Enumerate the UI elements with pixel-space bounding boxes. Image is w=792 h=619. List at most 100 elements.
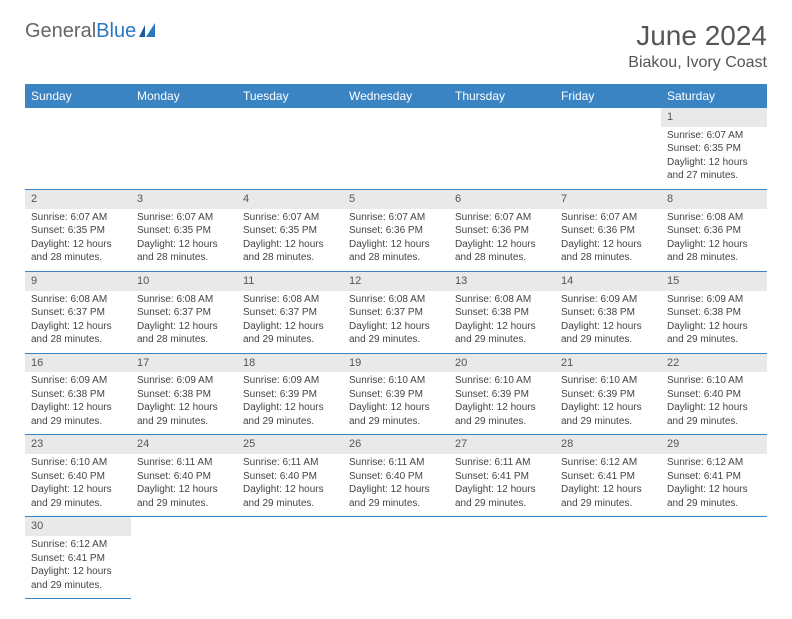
sunset-text: Sunset: 6:35 PM <box>31 224 125 238</box>
sunrise-text: Sunrise: 6:12 AM <box>667 456 761 470</box>
sunset-text: Sunset: 6:37 PM <box>137 306 231 320</box>
day-number <box>237 517 343 536</box>
day-cell: Sunrise: 6:10 AMSunset: 6:39 PMDaylight:… <box>449 372 555 435</box>
day-number: 4 <box>237 189 343 208</box>
sunrise-text: Sunrise: 6:08 AM <box>31 293 125 307</box>
day-cell <box>555 127 661 190</box>
day-number: 7 <box>555 189 661 208</box>
day-cell: Sunrise: 6:07 AMSunset: 6:35 PMDaylight:… <box>661 127 767 190</box>
day-cell: Sunrise: 6:07 AMSunset: 6:36 PMDaylight:… <box>449 209 555 272</box>
day-number <box>449 517 555 536</box>
sunset-text: Sunset: 6:38 PM <box>31 388 125 402</box>
sunset-text: Sunset: 6:39 PM <box>561 388 655 402</box>
day-cell: Sunrise: 6:08 AMSunset: 6:36 PMDaylight:… <box>661 209 767 272</box>
daylight-text: Daylight: 12 hours and 29 minutes. <box>561 320 655 347</box>
sunset-text: Sunset: 6:41 PM <box>31 552 125 566</box>
sunset-text: Sunset: 6:40 PM <box>243 470 337 484</box>
sunset-text: Sunset: 6:41 PM <box>561 470 655 484</box>
day-cell: Sunrise: 6:12 AMSunset: 6:41 PMDaylight:… <box>25 536 131 599</box>
daylight-text: Daylight: 12 hours and 29 minutes. <box>349 483 443 510</box>
day-number: 19 <box>343 353 449 372</box>
day-number <box>25 108 131 127</box>
sunset-text: Sunset: 6:37 PM <box>31 306 125 320</box>
sunset-text: Sunset: 6:38 PM <box>137 388 231 402</box>
daylight-text: Daylight: 12 hours and 28 minutes. <box>137 320 231 347</box>
sunrise-text: Sunrise: 6:11 AM <box>243 456 337 470</box>
day-cell: Sunrise: 6:08 AMSunset: 6:37 PMDaylight:… <box>343 291 449 354</box>
day-number: 20 <box>449 353 555 372</box>
content-row: Sunrise: 6:10 AMSunset: 6:40 PMDaylight:… <box>25 454 767 517</box>
day-cell: Sunrise: 6:10 AMSunset: 6:39 PMDaylight:… <box>555 372 661 435</box>
day-number <box>343 108 449 127</box>
content-row: Sunrise: 6:07 AMSunset: 6:35 PMDaylight:… <box>25 127 767 190</box>
daylight-text: Daylight: 12 hours and 28 minutes. <box>455 238 549 265</box>
day-number: 16 <box>25 353 131 372</box>
sunrise-text: Sunrise: 6:08 AM <box>349 293 443 307</box>
day-cell: Sunrise: 6:09 AMSunset: 6:38 PMDaylight:… <box>555 291 661 354</box>
day-number: 6 <box>449 189 555 208</box>
day-cell: Sunrise: 6:07 AMSunset: 6:35 PMDaylight:… <box>25 209 131 272</box>
day-cell: Sunrise: 6:10 AMSunset: 6:40 PMDaylight:… <box>661 372 767 435</box>
day-number: 18 <box>237 353 343 372</box>
sunrise-text: Sunrise: 6:10 AM <box>349 374 443 388</box>
sunrise-text: Sunrise: 6:10 AM <box>667 374 761 388</box>
day-cell <box>449 536 555 599</box>
sunrise-text: Sunrise: 6:09 AM <box>31 374 125 388</box>
daylight-text: Daylight: 12 hours and 28 minutes. <box>349 238 443 265</box>
sunrise-text: Sunrise: 6:08 AM <box>455 293 549 307</box>
day-cell: Sunrise: 6:10 AMSunset: 6:39 PMDaylight:… <box>343 372 449 435</box>
sunrise-text: Sunrise: 6:09 AM <box>561 293 655 307</box>
daylight-text: Daylight: 12 hours and 29 minutes. <box>137 401 231 428</box>
day-cell: Sunrise: 6:12 AMSunset: 6:41 PMDaylight:… <box>661 454 767 517</box>
sunrise-text: Sunrise: 6:07 AM <box>243 211 337 225</box>
day-cell <box>343 536 449 599</box>
daylight-text: Daylight: 12 hours and 29 minutes. <box>667 483 761 510</box>
day-cell: Sunrise: 6:07 AMSunset: 6:35 PMDaylight:… <box>237 209 343 272</box>
daylight-text: Daylight: 12 hours and 29 minutes. <box>137 483 231 510</box>
day-number: 17 <box>131 353 237 372</box>
day-number: 22 <box>661 353 767 372</box>
day-cell <box>343 127 449 190</box>
day-number: 13 <box>449 271 555 290</box>
sunrise-text: Sunrise: 6:07 AM <box>667 129 761 143</box>
weekday-header: Thursday <box>449 84 555 108</box>
sunrise-text: Sunrise: 6:07 AM <box>137 211 231 225</box>
daylight-text: Daylight: 12 hours and 29 minutes. <box>243 401 337 428</box>
page-title: June 2024 <box>628 20 767 52</box>
day-cell: Sunrise: 6:07 AMSunset: 6:36 PMDaylight:… <box>343 209 449 272</box>
logo-text-1: General <box>25 20 96 43</box>
day-cell: Sunrise: 6:08 AMSunset: 6:38 PMDaylight:… <box>449 291 555 354</box>
sunset-text: Sunset: 6:40 PM <box>667 388 761 402</box>
daylight-text: Daylight: 12 hours and 29 minutes. <box>349 401 443 428</box>
day-cell <box>555 536 661 599</box>
daylight-text: Daylight: 12 hours and 29 minutes. <box>31 401 125 428</box>
sunset-text: Sunset: 6:40 PM <box>137 470 231 484</box>
sunset-text: Sunset: 6:37 PM <box>349 306 443 320</box>
sunset-text: Sunset: 6:36 PM <box>561 224 655 238</box>
sunset-text: Sunset: 6:40 PM <box>349 470 443 484</box>
day-cell: Sunrise: 6:09 AMSunset: 6:38 PMDaylight:… <box>661 291 767 354</box>
day-number <box>449 108 555 127</box>
day-number: 25 <box>237 435 343 454</box>
sunset-text: Sunset: 6:36 PM <box>667 224 761 238</box>
daynum-row: 2345678 <box>25 189 767 208</box>
content-row: Sunrise: 6:08 AMSunset: 6:37 PMDaylight:… <box>25 291 767 354</box>
day-cell <box>131 127 237 190</box>
weekday-header: Wednesday <box>343 84 449 108</box>
day-cell: Sunrise: 6:07 AMSunset: 6:35 PMDaylight:… <box>131 209 237 272</box>
daylight-text: Daylight: 12 hours and 29 minutes. <box>31 565 125 592</box>
sunset-text: Sunset: 6:38 PM <box>561 306 655 320</box>
daylight-text: Daylight: 12 hours and 29 minutes. <box>243 320 337 347</box>
daylight-text: Daylight: 12 hours and 29 minutes. <box>349 320 443 347</box>
daylight-text: Daylight: 12 hours and 29 minutes. <box>455 401 549 428</box>
day-cell: Sunrise: 6:08 AMSunset: 6:37 PMDaylight:… <box>237 291 343 354</box>
content-row: Sunrise: 6:07 AM Sunset: 6:35 PM Daylight:… <box>25 209 767 272</box>
sunrise-text: Sunrise: 6:07 AM <box>561 211 655 225</box>
daylight-text: Daylight: 12 hours and 27 minutes. <box>667 156 761 183</box>
day-cell: Sunrise: 6:12 AMSunset: 6:41 PMDaylight:… <box>555 454 661 517</box>
daynum-row: 30 <box>25 517 767 536</box>
daylight-text: Daylight: 12 hours and 28 minutes. <box>31 320 125 347</box>
sunset-text: Sunset: 6:36 PM <box>455 224 549 238</box>
sunrise-text: Sunrise: 6:09 AM <box>137 374 231 388</box>
day-number: 8 <box>661 189 767 208</box>
